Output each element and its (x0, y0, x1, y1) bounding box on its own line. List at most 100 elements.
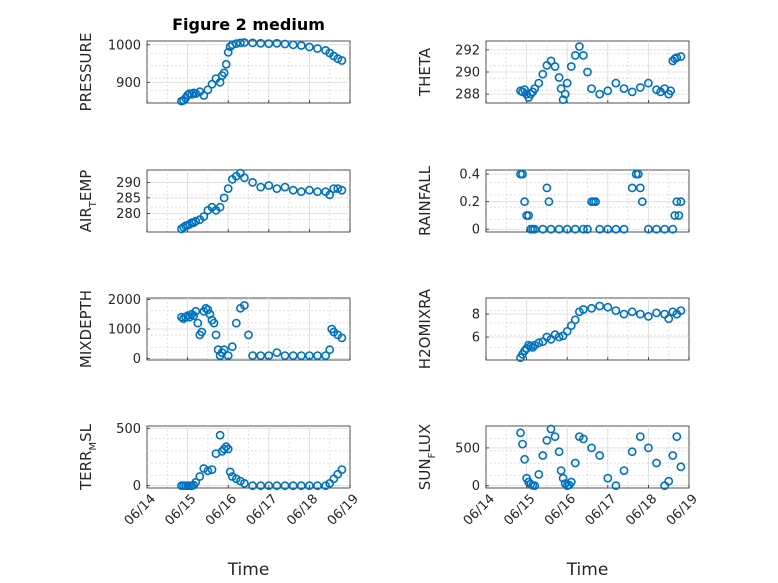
data-point (256, 38, 266, 48)
subplot-h2omixra: 6 8 H2OMIXRA (416, 288, 690, 369)
data-point (215, 202, 225, 212)
y-label-text: PRESSURE (77, 33, 95, 112)
data-point (337, 185, 347, 195)
data-point (256, 351, 266, 360)
data-point (193, 318, 203, 328)
data-point (516, 428, 525, 438)
data-point (635, 432, 645, 441)
data-point (595, 451, 605, 460)
data-point (550, 432, 560, 441)
data-point (264, 481, 274, 491)
data-point (280, 39, 290, 49)
data-point (225, 467, 235, 477)
data-point (550, 62, 560, 71)
data-point (203, 85, 213, 95)
data-point (579, 434, 588, 444)
x-tick-label: 06/15 (501, 492, 538, 529)
data-point (603, 302, 613, 312)
y-tick-label: 0 (472, 223, 480, 238)
data-point (672, 432, 682, 441)
y-tick-label: 500 (116, 422, 141, 437)
data-point (672, 53, 682, 62)
data-point (526, 89, 536, 99)
x-tick-label: 06/17 (244, 492, 281, 529)
data-point (637, 197, 647, 207)
y-tick-label: 292 (455, 43, 480, 58)
data-point (304, 481, 314, 491)
data-point (560, 479, 570, 488)
data-point (207, 465, 217, 474)
data-point (248, 177, 257, 187)
data-point (676, 462, 686, 472)
x-tick-label: 06/16 (203, 492, 240, 529)
data-point (603, 473, 613, 483)
data-point (556, 84, 566, 93)
data-point (644, 224, 653, 234)
data-point (579, 224, 588, 234)
data-point (191, 216, 201, 226)
data-point (562, 326, 572, 336)
data-point (674, 211, 684, 220)
data-point (337, 465, 347, 474)
data-point (534, 78, 544, 88)
data-point (197, 327, 207, 337)
data-point (296, 481, 306, 491)
y-axis-label: RAINFALL (416, 165, 434, 236)
data-point (570, 458, 580, 468)
data-point (191, 477, 201, 487)
data-point (566, 477, 576, 487)
y-label-subscript: M (88, 442, 99, 451)
data-point (530, 224, 540, 234)
x-tick-label: 06/14 (122, 492, 159, 529)
data-point (530, 481, 540, 491)
data-point (199, 91, 209, 100)
data-point (542, 435, 552, 445)
data-point (520, 346, 529, 356)
data-point (652, 224, 661, 234)
data-point (595, 301, 605, 311)
y-label-subscript: F (427, 452, 438, 458)
data-point (199, 212, 209, 221)
data-point (546, 56, 556, 66)
x-tick-label: 06/18 (284, 492, 321, 529)
data-point (313, 351, 322, 360)
y-label-text: AIR (77, 207, 95, 232)
data-point (520, 197, 529, 207)
data-point (321, 351, 330, 360)
y-tick-label: 0.2 (459, 195, 480, 210)
x-tick-label: 06/14 (461, 492, 498, 529)
data-point (627, 183, 637, 193)
subplot-pressure: 900 1000 PRESSURE Figure 2 medium (77, 15, 351, 112)
data-point (554, 447, 564, 457)
subplot-terr_msl: 0 500 TERRMSL 06/14 06/15 06/16 06/17 06/18 06/1… (77, 422, 362, 580)
data-point (579, 51, 588, 60)
data-point (670, 211, 680, 220)
data-point (304, 351, 314, 360)
data-point (209, 318, 219, 328)
data-point (668, 224, 678, 234)
data-point (256, 481, 266, 491)
y-axis-label: SUNFLUX (416, 424, 438, 490)
data-point (223, 351, 233, 360)
data-point (280, 481, 290, 491)
data-point (272, 481, 282, 491)
data-point (575, 42, 584, 51)
data-point (191, 89, 201, 98)
data-point (627, 307, 637, 317)
data-point (570, 224, 580, 234)
subplot-theta: 288 290 292 THETA (416, 40, 690, 105)
data-point (546, 224, 556, 234)
data-point (183, 311, 192, 321)
y-tick-label: 0 (133, 352, 141, 367)
data-point (635, 309, 645, 319)
y-label-subscript: T (88, 200, 99, 208)
y-tick-label: 1000 (108, 38, 141, 53)
y-axis-label: AIRTEMP (77, 170, 99, 233)
data-point (219, 345, 229, 355)
data-point (296, 41, 306, 50)
data-point (264, 181, 274, 190)
data-point (566, 321, 576, 330)
data-point (619, 84, 629, 93)
data-point (177, 312, 186, 322)
